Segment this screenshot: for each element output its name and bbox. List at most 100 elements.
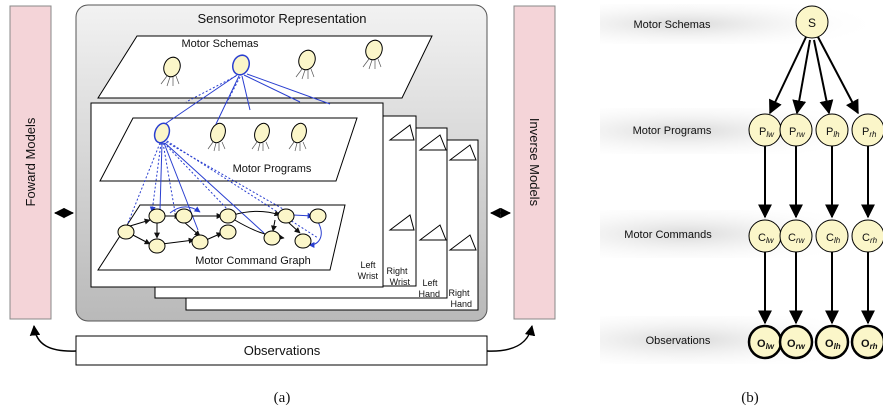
row-label-motor-commands: Motor Commands — [624, 229, 712, 241]
observations-label: Observations — [244, 343, 321, 358]
svg-text:Crw: Crw — [788, 232, 806, 245]
bn-program-base: P — [862, 126, 869, 138]
program-nodes — [153, 122, 307, 152]
bn-program-base: P — [759, 126, 766, 138]
bn-program-sub: rw — [796, 130, 806, 139]
bn-command-sub: lw — [766, 236, 775, 245]
svg-text:Orh: Orh — [861, 338, 878, 351]
svg-text:Clw: Clw — [758, 232, 775, 245]
command-node — [277, 208, 295, 224]
motor-programs-label: Motor Programs — [233, 163, 312, 175]
bn-node-command — [815, 219, 849, 253]
bn-program-nodes: Plw Prw Plh Prh — [748, 113, 883, 147]
forward-models-label: Foward Models — [23, 117, 38, 206]
bn-command-sub: lh — [834, 236, 841, 245]
bn-observation-sub: rh — [870, 342, 878, 351]
bn-node-program — [815, 113, 849, 147]
bn-observation-base: O — [787, 338, 796, 350]
command-node — [117, 224, 135, 240]
motor-command-graph-label: Motor Command Graph — [195, 255, 311, 267]
caption-a: (a) — [274, 390, 291, 406]
svg-text:Prw: Prw — [789, 126, 806, 139]
bn-command-base: C — [788, 232, 796, 244]
svg-text:Olh: Olh — [825, 338, 841, 351]
bn-observation-sub: rw — [796, 342, 806, 351]
command-node — [219, 224, 237, 240]
schema-node-selected — [231, 54, 251, 76]
motor-programs-plane — [99, 117, 358, 182]
panel-b: Motor Schemas Motor Programs Motor Comma… — [600, 4, 883, 406]
bn-observation-nodes: Olw Orw Olh Orh — [747, 324, 883, 360]
svg-text:Olw: Olw — [757, 338, 775, 351]
row-label-observations: Observations — [646, 335, 711, 347]
row-band-schemas — [600, 4, 883, 44]
bn-command-nodes: Clw Crw Clh Crh — [748, 219, 883, 253]
motor-schemas-plane — [97, 35, 433, 99]
svg-text:Plh: Plh — [826, 126, 840, 139]
forward-models-box — [9, 5, 52, 320]
command-graph-nodes — [117, 208, 327, 254]
obs-inverse-arrow — [486, 324, 536, 352]
command-node — [219, 208, 237, 224]
program-node — [210, 122, 226, 144]
obs-forward-arrow — [29, 324, 77, 352]
command-node — [309, 208, 327, 224]
bn-program-base: P — [826, 126, 833, 138]
sensorimotor-title: Sensorimotor Representation — [197, 11, 366, 26]
bn-node-program — [851, 113, 883, 147]
bn-node-command — [851, 219, 883, 253]
bn-program-sub: lw — [766, 130, 775, 139]
schema-node — [298, 49, 316, 71]
panel-a: Foward Models Inverse Models Sensorimoto… — [9, 4, 556, 406]
bn-node-program — [779, 113, 813, 147]
command-node — [263, 230, 281, 246]
bn-observation-base: O — [825, 338, 834, 350]
svg-text:Clh: Clh — [826, 232, 841, 245]
bn-edges — [758, 36, 875, 325]
bn-node-command — [779, 219, 813, 253]
program-command-links — [125, 140, 319, 239]
row-label-motor-schemas: Motor Schemas — [633, 19, 711, 31]
command-node — [148, 208, 166, 224]
schema-nodes — [160, 39, 383, 87]
command-node — [175, 208, 193, 224]
motor-schemas-label: Motor Schemas — [181, 38, 259, 50]
bn-command-base: C — [826, 232, 834, 244]
schema-node — [365, 39, 383, 61]
bn-node-observation — [814, 324, 850, 360]
inverse-models-label: Inverse Models — [527, 118, 542, 207]
bn-program-sub: rh — [869, 130, 877, 139]
bn-program-sub: lh — [833, 130, 840, 139]
bn-node-observation — [850, 324, 883, 360]
program-node — [291, 122, 307, 144]
svg-text:Prh: Prh — [862, 126, 877, 139]
bn-node-schema — [795, 5, 829, 39]
bn-node-observation — [778, 324, 814, 360]
bn-command-sub: rh — [870, 236, 878, 245]
schema-program-links — [164, 73, 331, 125]
caption-b: (b) — [741, 390, 759, 406]
bn-observation-sub: lw — [766, 342, 775, 351]
svg-text:Plw: Plw — [759, 126, 775, 139]
bn-observation-sub: lh — [834, 342, 841, 351]
schema-node — [163, 56, 181, 78]
row-label-motor-programs: Motor Programs — [633, 125, 712, 137]
command-node — [148, 238, 166, 254]
stack-label-left-wrist: Left Wrist — [358, 260, 379, 281]
program-node — [254, 122, 270, 144]
observations-box — [75, 335, 488, 366]
stack-label-right-wrist: Right Wrist — [386, 266, 410, 287]
command-node — [294, 233, 312, 249]
svg-text:Crh: Crh — [862, 232, 878, 245]
bn-command-base: C — [758, 232, 766, 244]
bn-observation-base: O — [861, 338, 870, 350]
stack-label-right-hand: Right Hand — [448, 288, 472, 309]
bn-command-base: C — [862, 232, 870, 244]
bn-observation-base: O — [757, 338, 766, 350]
svg-text:Orw: Orw — [787, 338, 806, 351]
bn-command-sub: rw — [796, 236, 806, 245]
bn-node-schema-label: S — [808, 16, 816, 30]
bn-program-base: P — [789, 126, 796, 138]
command-node — [191, 234, 209, 250]
